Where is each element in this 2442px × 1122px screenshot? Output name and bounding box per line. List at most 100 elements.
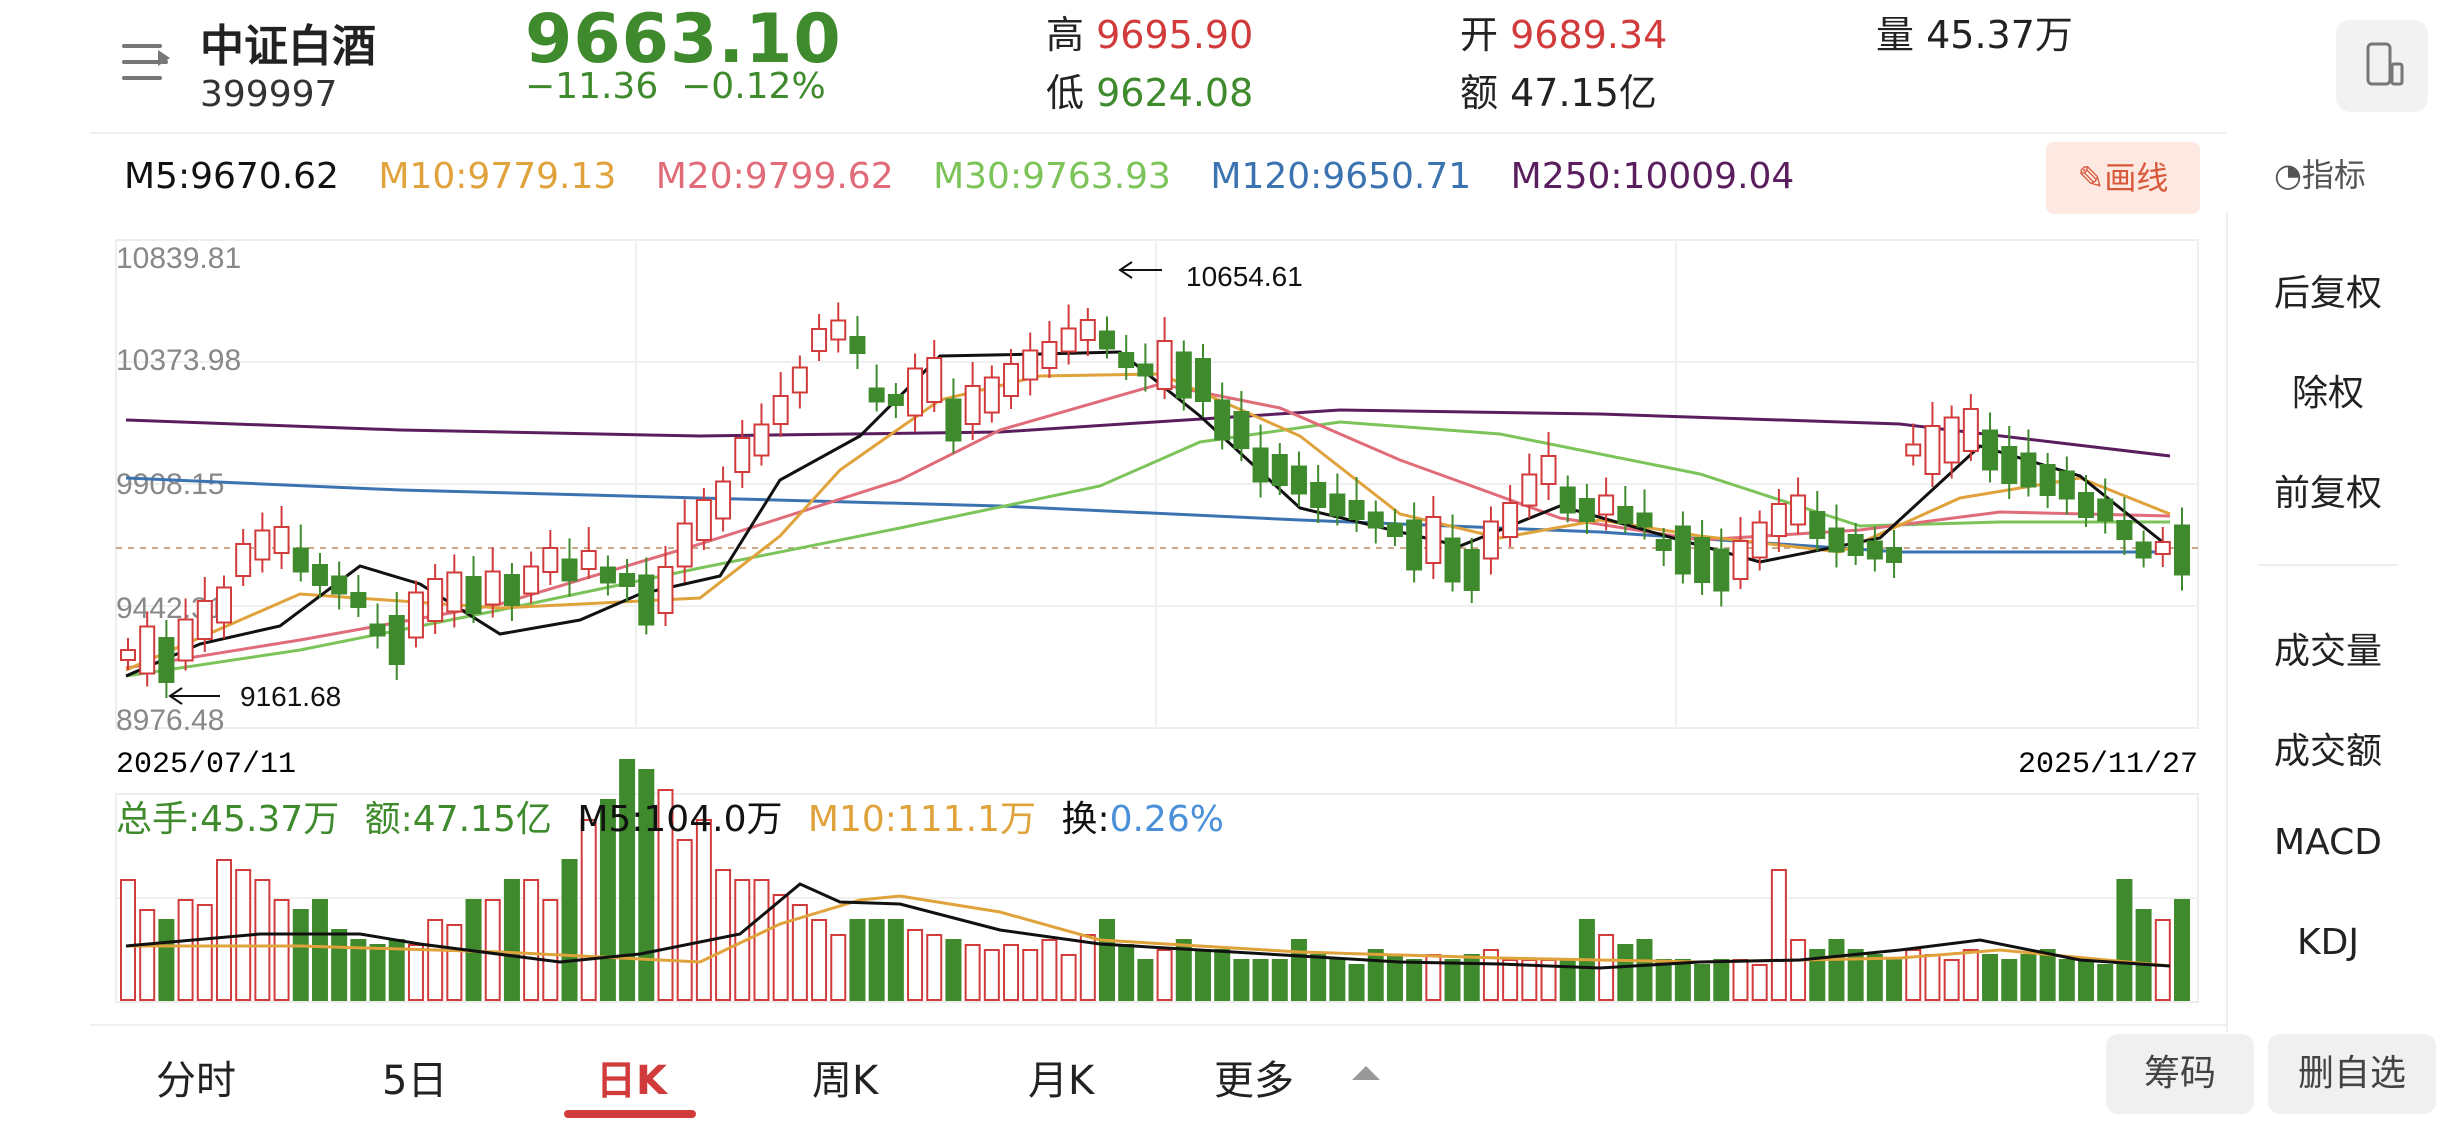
chips-button[interactable]: 筹码 <box>2106 1034 2254 1114</box>
volume-bar <box>599 799 616 1001</box>
candle-body <box>619 573 636 587</box>
candle-body <box>1290 465 1307 495</box>
volume-bar <box>1041 939 1058 1001</box>
ma250-line <box>125 408 2171 458</box>
draw-label: 画线 <box>2104 159 2169 197</box>
candle-body <box>235 543 252 577</box>
volume-bar <box>1943 959 1960 1001</box>
volume-bar <box>868 919 885 1001</box>
candle-body <box>369 623 386 637</box>
volume-bar <box>1905 949 1922 1001</box>
open-label: 开 <box>1460 13 1499 57</box>
volume-label: 量 <box>1876 13 1915 57</box>
candle-body <box>1809 511 1826 539</box>
ma-legend: M5:9670.62 M10:9779.13 M20:9799.62 M30:9… <box>124 156 1822 197</box>
caret-up-icon[interactable] <box>1352 1066 1380 1080</box>
candle-body <box>215 586 232 624</box>
rp-item-forward-adjust[interactable]: 前复权 <box>2273 473 2382 514</box>
menu-icon[interactable] <box>122 40 174 88</box>
draw-line-button[interactable]: ✎画线 <box>2046 142 2200 214</box>
tab-weekly-k[interactable]: 周K <box>812 1058 879 1104</box>
candle-body <box>1060 327 1077 353</box>
candle-body <box>350 592 367 608</box>
remove-watchlist-button[interactable]: 删自选 <box>2268 1034 2436 1114</box>
candle-body <box>2020 452 2037 488</box>
vol-ma10: M10:111.1万 <box>807 799 1036 840</box>
candle-body <box>1194 358 1211 402</box>
candle-body <box>753 423 770 457</box>
index-code: 399997 <box>200 74 338 115</box>
rp-item-macd[interactable]: MACD <box>2274 822 2382 863</box>
candle-body <box>1655 539 1672 551</box>
index-name: 中证白酒 <box>200 21 376 72</box>
amount-label: 额 <box>1460 71 1499 115</box>
candle-body <box>1636 512 1653 528</box>
candle-body <box>465 576 482 614</box>
volume-bar <box>1713 959 1730 1001</box>
candle-body <box>1156 340 1173 390</box>
candle-body <box>676 522 693 568</box>
indicator-button[interactable]: ◔指标 <box>2274 150 2366 196</box>
vol-amount: 额:47.15亿 <box>364 799 552 840</box>
volume-bar <box>503 879 520 1001</box>
tab-more[interactable]: 更多 <box>1214 1058 1294 1104</box>
tab-monthly-k[interactable]: 月K <box>1028 1058 1095 1104</box>
rp-item-ex-rights[interactable]: 除权 <box>2291 373 2364 414</box>
ma10-line <box>125 372 2171 672</box>
volume-bar <box>811 919 828 1001</box>
min-arrow-icon <box>168 687 183 705</box>
candle-body <box>599 566 616 584</box>
volume-bar <box>407 944 424 1001</box>
ma20-value: M20:9799.62 <box>655 156 894 197</box>
ma120-value: M120:9650.71 <box>1210 156 1472 197</box>
volume-bar <box>1886 959 1903 1001</box>
volume-bar <box>1156 949 1173 1001</box>
rp-item-amount[interactable]: 成交额 <box>2273 731 2382 772</box>
volume-bar <box>1674 959 1691 1001</box>
candle-body <box>139 625 156 675</box>
high-value: 9695.90 <box>1096 13 1254 57</box>
candle-body <box>1598 494 1615 516</box>
low-stat: 低 9624.08 <box>1046 62 1253 117</box>
candle-body <box>1022 349 1039 381</box>
candle-body <box>2174 524 2190 576</box>
candle-body <box>273 526 290 554</box>
candle-body <box>1233 411 1250 449</box>
volume-bar <box>580 819 597 1001</box>
candle-body <box>2039 464 2056 496</box>
volume-bar <box>1194 949 1211 1001</box>
volume-bar <box>791 904 808 1001</box>
candle-body <box>1348 500 1365 520</box>
volume-bar <box>1310 954 1327 1001</box>
volume-bar <box>1617 944 1634 1001</box>
candle-body <box>523 565 540 595</box>
candle-body <box>1694 537 1711 583</box>
kline-chart[interactable]: 10839.81 10373.98 9908.15 9442.31 8976.4… <box>0 230 2226 1030</box>
rp-item-kdj[interactable]: KDJ <box>2297 922 2359 963</box>
volume-bar <box>676 839 693 1001</box>
volume-bar <box>1079 934 1096 1001</box>
tab-5day[interactable]: 5日 <box>382 1058 448 1104</box>
candle-body <box>1540 455 1557 485</box>
right-panel: 后复权 除权 前复权 成交量 成交额 MACD KDJ <box>2226 212 2442 1032</box>
landscape-switch-button[interactable] <box>2336 20 2428 112</box>
volume-bar <box>1847 949 1864 1001</box>
tab-daily-k[interactable]: 日K <box>596 1058 667 1104</box>
volume-bar <box>254 879 271 1001</box>
tab-intraday[interactable]: 分时 <box>156 1058 236 1104</box>
rp-item-back-adjust[interactable]: 后复权 <box>2273 273 2382 314</box>
volume-bar <box>1175 939 1192 1001</box>
candle-body <box>1099 330 1116 350</box>
volume-bar <box>120 879 136 1001</box>
phone-rotate-icon <box>2366 42 2404 86</box>
rp-item-volume[interactable]: 成交量 <box>2273 631 2382 672</box>
turnover-value: 0.26% <box>1109 799 1224 840</box>
candle-body <box>907 367 924 417</box>
candle-body <box>1406 519 1423 571</box>
candle-body <box>311 564 328 586</box>
volume-bar <box>1137 959 1154 1001</box>
candle-body <box>388 615 405 665</box>
candle-body <box>1521 473 1538 507</box>
volume-bar <box>2135 909 2152 1001</box>
candle-body <box>811 328 828 352</box>
